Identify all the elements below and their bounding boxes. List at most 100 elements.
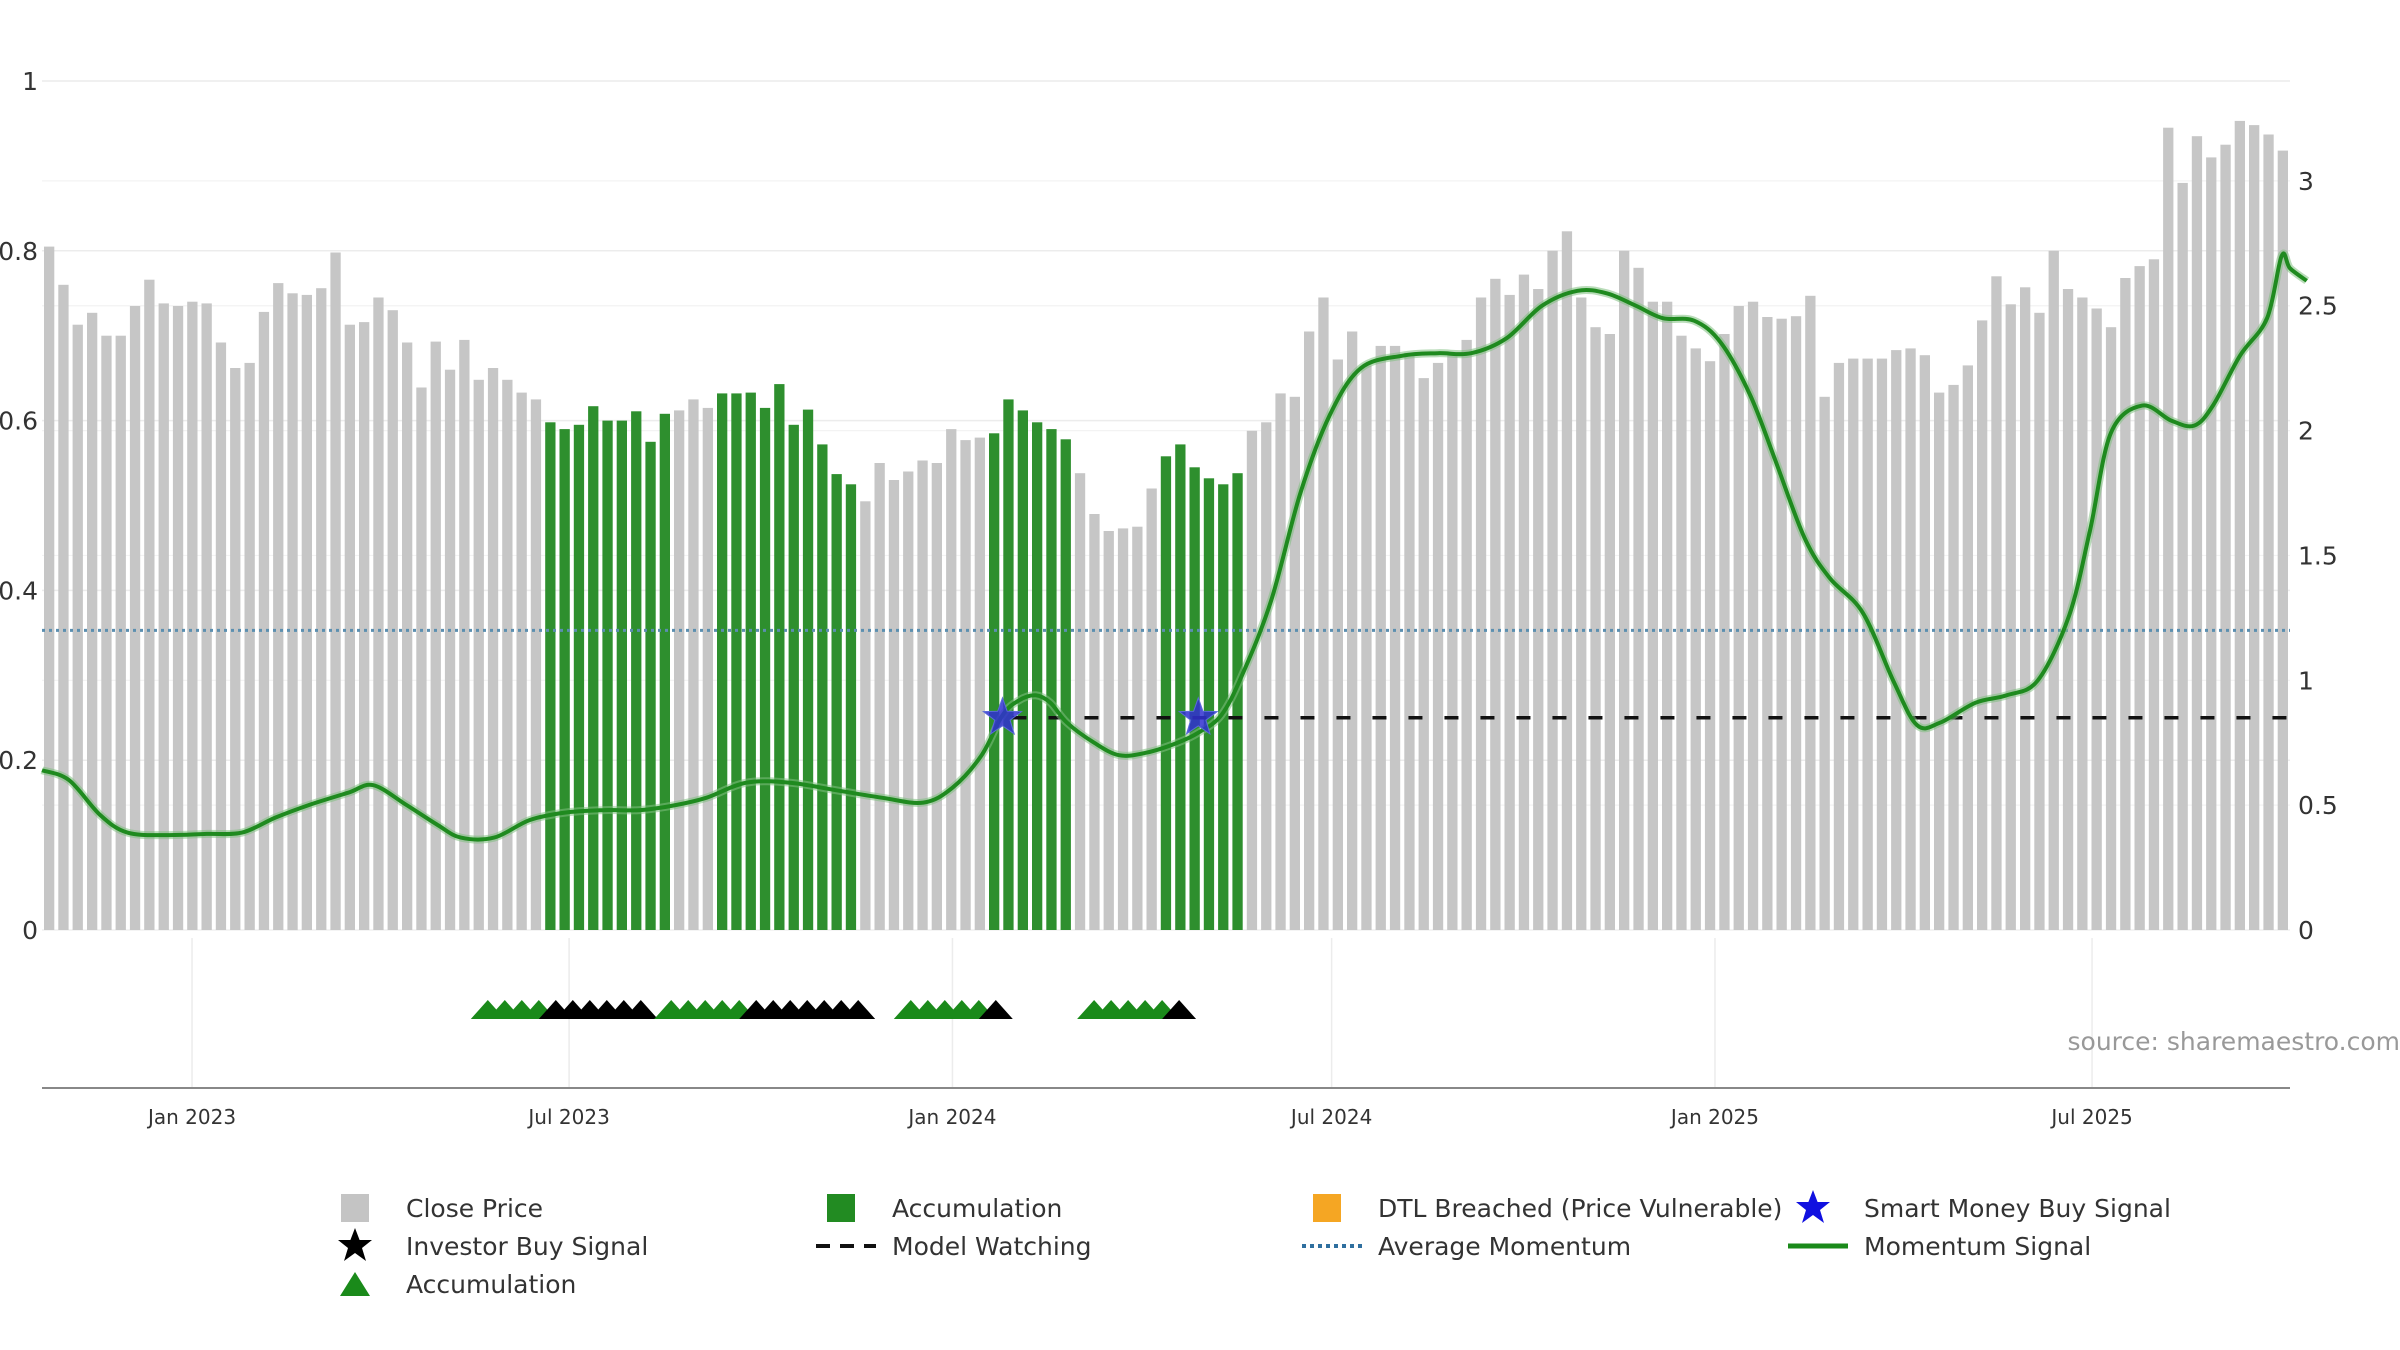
close-price-bar (487, 368, 499, 930)
close-price-bar (1776, 318, 1787, 930)
accumulation-bar (588, 406, 599, 930)
close-price-bar (1719, 334, 1730, 930)
close-price-bar (1977, 320, 1988, 930)
momentum-signal-line (41, 251, 2308, 842)
legend-label: Smart Money Buy Signal (1864, 1193, 2171, 1223)
right-axis-tick-label: 3 (2298, 167, 2314, 196)
close-price-bar (187, 301, 198, 930)
accumulation-bar (1203, 478, 1215, 930)
close-price-bar (1576, 297, 1587, 930)
close-price-bar (2206, 157, 2217, 930)
close-price-bar (1905, 348, 1916, 930)
left-axis-tick-label: 0.8 (0, 237, 38, 266)
close-price-bar (1246, 430, 1258, 930)
close-price-bar (2263, 134, 2274, 930)
close-price-bar (1762, 317, 1773, 930)
orange-square-icon (1302, 1190, 1362, 1226)
close-price-bar (702, 407, 713, 930)
left-axis-tick-label: 0.4 (0, 576, 38, 605)
close-price-bar (960, 440, 971, 930)
accumulation-bar (745, 392, 756, 931)
close-price-bar (2105, 327, 2117, 930)
black-star-icon (330, 1228, 390, 1264)
accumulation-bar (573, 424, 585, 930)
close-price-bar (688, 399, 699, 930)
close-price-bar (172, 306, 184, 930)
close-price-bar (373, 297, 384, 930)
close-price-bar (258, 311, 270, 930)
close-price-bar (502, 379, 513, 930)
close-price-bar (2120, 278, 2131, 930)
gray-square-icon (330, 1190, 390, 1226)
close-price-bar (1447, 352, 1458, 930)
close-price-bar (1275, 393, 1286, 930)
close-price-bar (1332, 359, 1343, 930)
accumulation-bar (717, 393, 728, 930)
close-price-bar (115, 335, 126, 930)
left-axis-tick-label: 0 (22, 916, 38, 945)
close-price-bar (1962, 365, 1973, 930)
close-price-bar (1146, 488, 1157, 930)
legend-item-accumulation-triangle: Accumulation (330, 1266, 576, 1302)
legend-item-model-watching: Model Watching (816, 1228, 1092, 1264)
close-price-bar (1733, 306, 1744, 930)
close-price-bar (2005, 304, 2016, 930)
close-price-bar (1089, 514, 1100, 930)
green-triangle-icon (330, 1266, 390, 1302)
legend-label: DTL Breached (Price Vulnerable) (1378, 1193, 1783, 1223)
x-axis-tick-label: Jan 2025 (1669, 1105, 1759, 1129)
close-price-bar (2220, 144, 2231, 930)
close-price-bar (230, 368, 241, 930)
close-price-bar (101, 335, 112, 930)
accumulation-bar (817, 444, 828, 930)
close-price-bar (2048, 250, 2059, 931)
close-price-bar (1633, 267, 1644, 930)
blue-dotted-line-icon (1302, 1228, 1362, 1264)
close-price-bar (1518, 274, 1530, 931)
close-price-bar (2234, 120, 2245, 930)
black-dash-icon (816, 1228, 876, 1264)
close-price-bar (459, 339, 470, 930)
legend-item-close-price: Close Price (330, 1190, 543, 1226)
close-price-bar (1590, 327, 1601, 930)
close-price-bar (2148, 259, 2160, 930)
close-price-bar (2163, 127, 2174, 930)
close-price-bar (1848, 358, 1859, 931)
accumulation-bar (1003, 399, 1014, 930)
right-axis-tick-label: 2.5 (2298, 292, 2338, 321)
legend-item-average-momentum: Average Momentum (1302, 1228, 1631, 1264)
investor-buy-triangle (1162, 1000, 1197, 1019)
close-price-bar (1533, 289, 1544, 930)
investor-buy-triangle (978, 1000, 1013, 1019)
legend-label: Accumulation (892, 1193, 1063, 1223)
accumulation-bar (631, 411, 642, 930)
close-price-bar (1404, 352, 1415, 930)
close-price-bar (1690, 348, 1701, 930)
close-price-bar (1805, 295, 1816, 930)
right-axis-tick-label: 1.5 (2298, 541, 2338, 570)
green-line-icon (1788, 1228, 1848, 1264)
close-price-bar (1561, 231, 1573, 931)
close-price-bar (1074, 473, 1086, 930)
accumulation-bar (1189, 467, 1200, 930)
close-price-bar (1676, 335, 1687, 930)
green-square-icon (816, 1190, 876, 1226)
close-price-bar (1432, 362, 1444, 930)
x-axis-tick-label: Jul 2025 (2049, 1105, 2132, 1129)
close-price-bar (1833, 362, 1845, 930)
close-price-bar (1475, 297, 1487, 930)
legend-label: Momentum Signal (1864, 1231, 2092, 1261)
right-axis-tick-label: 1 (2298, 666, 2314, 695)
close-price-bar (530, 399, 542, 930)
close-price-bar (129, 306, 141, 930)
close-price-bar (1819, 396, 1830, 930)
close-price-bar (2134, 266, 2145, 931)
close-price-bar (860, 501, 871, 930)
x-axis-tick-label: Jul 2023 (526, 1105, 609, 1129)
accumulation-bar (659, 413, 670, 930)
close-price-bar (316, 288, 327, 930)
close-price-bar (2191, 136, 2203, 930)
close-price-bar (1375, 345, 1386, 930)
close-price-bar (1117, 528, 1129, 930)
left-axis-tick-label: 1 (22, 67, 38, 96)
